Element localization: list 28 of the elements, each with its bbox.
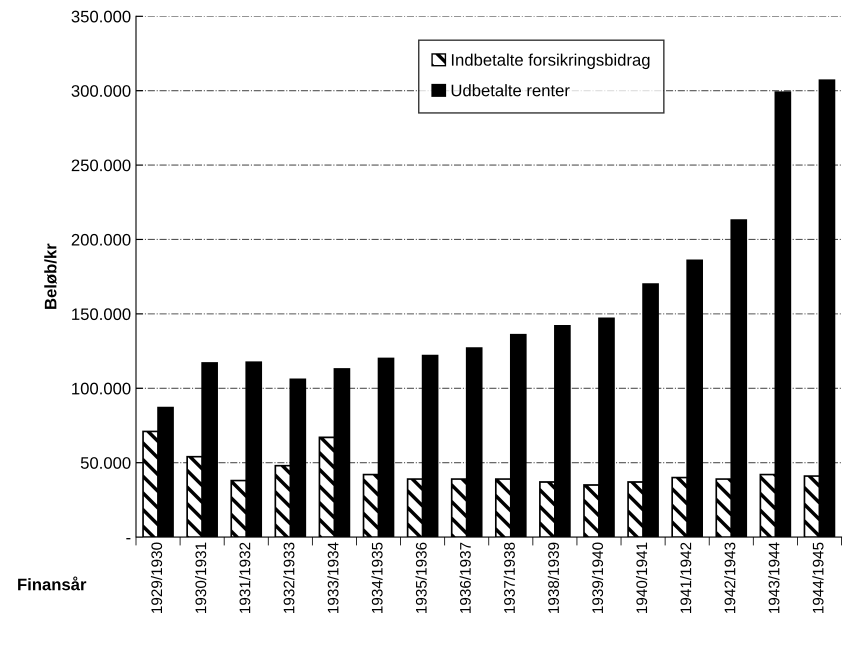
- x-tick-label: 1938/1939: [548, 542, 559, 613]
- x-tick-label: 1937/1938: [504, 542, 515, 613]
- x-tick-label: 1939/1940: [592, 542, 604, 613]
- x-tick-label: 1943/1944: [768, 542, 780, 613]
- x-axis-title: Finansår: [18, 576, 86, 590]
- y-tick-label: 150.000: [72, 308, 130, 320]
- x-tick-label: 1936/1937: [460, 542, 471, 613]
- y-tick-label: 350.000: [72, 10, 130, 22]
- y-tick-label: 200.000: [72, 234, 130, 246]
- x-tick-label: 1935/1936: [415, 542, 427, 613]
- y-tick-label: 100.000: [72, 382, 130, 394]
- x-tick-label: 1934/1935: [371, 542, 383, 613]
- y-axis-title: Beløb/kr: [44, 244, 57, 309]
- x-tick-label: 1932/1933: [283, 542, 294, 613]
- x-tick-label: 1944/1945: [812, 542, 824, 613]
- x-tick-label: 1933/1934: [327, 542, 339, 613]
- x-tick-label: 1941/1942: [680, 542, 692, 613]
- y-tick-label: 50.000: [80, 457, 130, 469]
- legend-label: Indbetalte forsikringsbidrag: [452, 54, 650, 70]
- x-tick-label: 1931/1932: [239, 542, 250, 613]
- x-tick-label: 1929/1930: [150, 542, 162, 613]
- y-tick-label: -: [126, 538, 130, 540]
- x-tick-label: 1940/1941: [636, 542, 648, 613]
- y-tick-label: 250.000: [72, 159, 130, 172]
- x-tick-label: 1942/1943: [724, 542, 736, 613]
- y-tick-label: 300.000: [72, 85, 130, 97]
- legend-label: Udbetalte renter: [452, 84, 570, 96]
- x-tick-label: 1930/1931: [195, 542, 206, 613]
